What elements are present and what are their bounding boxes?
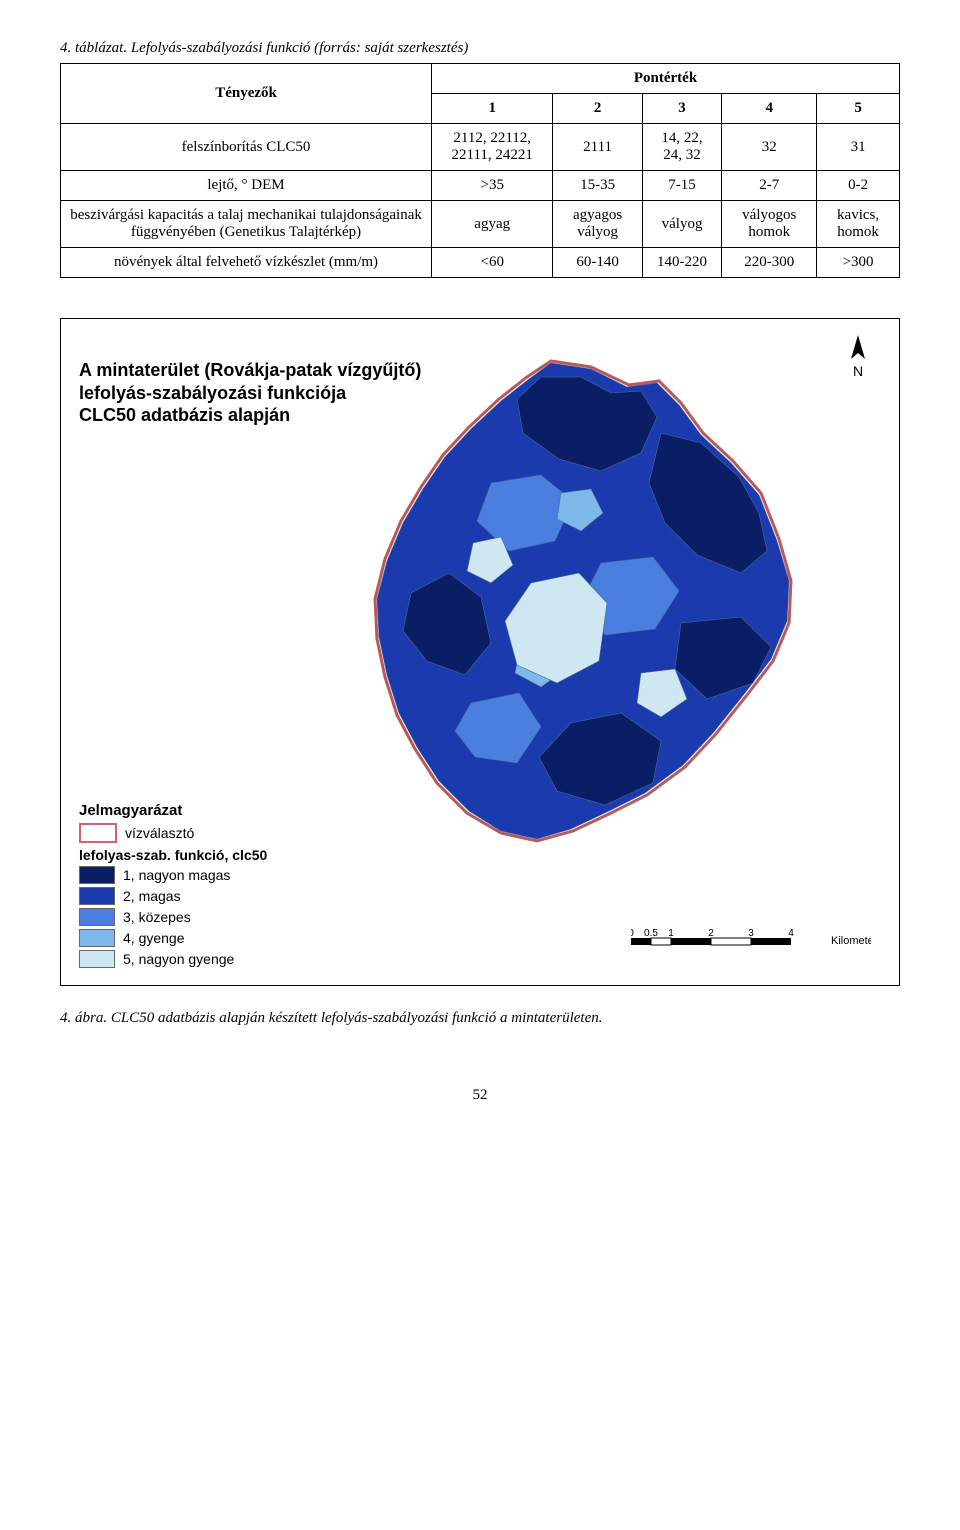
legend-row: 2, magas xyxy=(79,887,267,905)
scale-tick: 0 xyxy=(631,928,634,939)
col-header: 4 xyxy=(722,94,817,124)
map-svg xyxy=(341,343,821,863)
legend-label: 3, közepes xyxy=(123,909,191,925)
cell: vályog xyxy=(642,201,722,248)
col-header-factors: Tényezők xyxy=(61,64,432,124)
cell: 31 xyxy=(817,124,900,171)
legend-label: 1, nagyon magas xyxy=(123,867,230,883)
cell: vályogos homok xyxy=(722,201,817,248)
col-header: 3 xyxy=(642,94,722,124)
legend-subtitle: lefolyas-szab. funkció, clc50 xyxy=(79,847,267,863)
cell: 2112, 22112, 22111, 24221 xyxy=(432,124,553,171)
map-legend: Jelmagyarázat vízválasztó lefolyas-szab.… xyxy=(79,802,267,971)
cell: 140-220 xyxy=(642,248,722,278)
data-table: Tényezők Pontérték 1 2 3 4 5 felszínborí… xyxy=(60,63,900,278)
scale-unit: Kilometers xyxy=(831,935,871,947)
figure-caption: 4. ábra. CLC50 adatbázis alapján készíte… xyxy=(60,1010,900,1027)
north-arrow: N xyxy=(847,333,869,379)
cell: 2-7 xyxy=(722,171,817,201)
scale-tick: 4 xyxy=(788,928,794,939)
map-title-line: lefolyás-szabályozási funkciója xyxy=(79,383,346,403)
legend-swatch xyxy=(79,887,115,905)
scale-tick: 1 xyxy=(668,928,674,939)
scale-bar-svg: 0 0.5 1 2 3 4 Kilometers xyxy=(631,928,871,954)
cell: 7-15 xyxy=(642,171,722,201)
north-arrow-icon xyxy=(847,333,869,363)
row-label: lejtő, ° DEM xyxy=(61,171,432,201)
table-caption: 4. táblázat. Lefolyás-szabályozási funkc… xyxy=(60,40,900,57)
legend-label: 4, gyenge xyxy=(123,930,185,946)
legend-row: 1, nagyon magas xyxy=(79,866,267,884)
legend-swatch xyxy=(79,950,115,968)
cell: agyag xyxy=(432,201,553,248)
row-label: növények által felvehető vízkészlet (mm/… xyxy=(61,248,432,278)
cell: >300 xyxy=(817,248,900,278)
table-row: lejtő, ° DEM >35 15-35 7-15 2-7 0-2 xyxy=(61,171,900,201)
cell: kavics, homok xyxy=(817,201,900,248)
legend-label: vízválasztó xyxy=(125,825,194,841)
scale-bar: 0 0.5 1 2 3 4 Kilometers xyxy=(631,928,871,957)
cell: 32 xyxy=(722,124,817,171)
north-label: N xyxy=(847,363,869,379)
table-row: felszínborítás CLC50 2112, 22112, 22111,… xyxy=(61,124,900,171)
scale-tick: 2 xyxy=(708,928,714,939)
table-row: növények által felvehető vízkészlet (mm/… xyxy=(61,248,900,278)
cell: >35 xyxy=(432,171,553,201)
cell: <60 xyxy=(432,248,553,278)
cell: 60-140 xyxy=(553,248,642,278)
scale-tick: 3 xyxy=(748,928,754,939)
legend-swatch-outline xyxy=(79,823,117,843)
col-header: 2 xyxy=(553,94,642,124)
legend-swatch xyxy=(79,929,115,947)
legend-title: Jelmagyarázat xyxy=(79,802,267,819)
map-title-line: CLC50 adatbázis alapján xyxy=(79,405,290,425)
table-row: beszivárgási kapacitás a talaj mechanika… xyxy=(61,201,900,248)
legend-label: 2, magas xyxy=(123,888,181,904)
map-figure: N A mintaterület (Rovákja-patak vízgyűjt… xyxy=(60,318,900,986)
cell: 15-35 xyxy=(553,171,642,201)
cell: 14, 22, 24, 32 xyxy=(642,124,722,171)
legend-swatch xyxy=(79,908,115,926)
col-header: 1 xyxy=(432,94,553,124)
col-header: 5 xyxy=(817,94,900,124)
legend-row: 4, gyenge xyxy=(79,929,267,947)
cell: 0-2 xyxy=(817,171,900,201)
row-label: felszínborítás CLC50 xyxy=(61,124,432,171)
row-label: beszivárgási kapacitás a talaj mechanika… xyxy=(61,201,432,248)
legend-swatch xyxy=(79,866,115,884)
page-number: 52 xyxy=(60,1087,900,1104)
legend-row-boundary: vízválasztó xyxy=(79,823,267,843)
col-header-group: Pontérték xyxy=(432,64,900,94)
cell: 220-300 xyxy=(722,248,817,278)
legend-row: 3, közepes xyxy=(79,908,267,926)
legend-row: 5, nagyon gyenge xyxy=(79,950,267,968)
cell: 2111 xyxy=(553,124,642,171)
cell: agyagos vályog xyxy=(553,201,642,248)
scale-tick: 0.5 xyxy=(644,928,658,939)
legend-label: 5, nagyon gyenge xyxy=(123,951,234,967)
